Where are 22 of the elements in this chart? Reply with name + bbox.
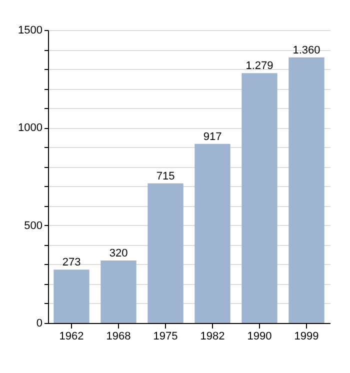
y-tick-label: 0 — [36, 318, 42, 330]
bar — [194, 144, 230, 323]
data-label: 715 — [156, 170, 175, 182]
x-tick-label: 1999 — [294, 330, 319, 342]
data-label: 320 — [109, 247, 128, 260]
data-label: 273 — [62, 256, 81, 269]
x-tick-label: 1982 — [200, 330, 225, 342]
bar — [148, 183, 184, 323]
bar — [288, 57, 324, 323]
x-tick-label: 1975 — [153, 330, 178, 342]
data-label: 1.360 — [292, 44, 320, 56]
bar — [100, 260, 136, 323]
y-tick-label: 1500 — [18, 24, 42, 36]
bar — [242, 73, 278, 323]
bar — [54, 270, 90, 323]
y-tick-label: 1000 — [18, 122, 42, 134]
x-tick-label: 1990 — [247, 330, 272, 342]
data-label: 917 — [203, 130, 222, 143]
x-tick-label: 1962 — [59, 330, 84, 342]
data-label: 1.279 — [246, 60, 274, 72]
y-tick-label: 500 — [24, 220, 42, 232]
x-tick-label: 1968 — [106, 330, 131, 342]
